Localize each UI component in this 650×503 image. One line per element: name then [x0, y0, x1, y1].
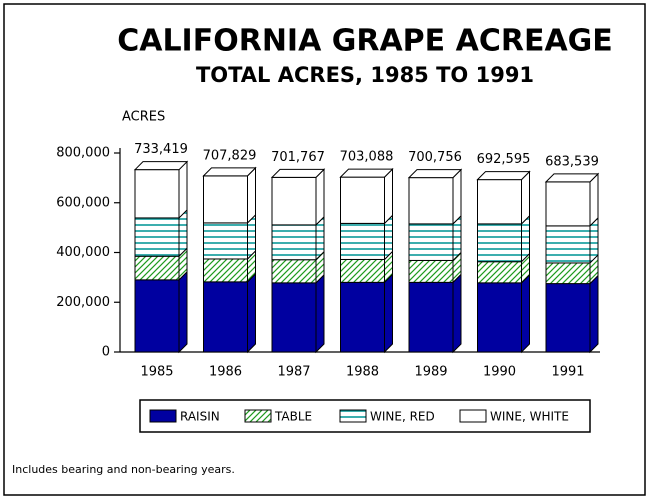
x-tick-label: 1991: [551, 365, 584, 380]
legend-swatch: [149, 409, 177, 423]
bar-segment: [271, 282, 317, 353]
bar-top: [407, 169, 463, 179]
y-tick-label: 600,000: [56, 195, 110, 210]
bar-segment: [203, 222, 248, 260]
y-tick-label: 200,000: [56, 295, 110, 310]
bar-segment: [408, 223, 454, 261]
chart-title: CALIFORNIA GRAPE ACREAGE: [117, 24, 613, 59]
bar-side: [589, 172, 599, 228]
y-tick-label: 0: [102, 345, 110, 360]
legend-swatch: [459, 409, 487, 423]
legend-label: WINE, RED: [370, 410, 435, 424]
y-tick-label: 400,000: [56, 245, 110, 260]
footnote: Includes bearing and non-bearing years.: [12, 463, 235, 476]
legend-swatch: [244, 409, 272, 423]
bar-side: [178, 270, 188, 354]
total-label: 707,829: [203, 148, 257, 163]
bar-segment: [271, 224, 317, 261]
bar-segment: [545, 181, 591, 227]
bar-side: [384, 167, 393, 225]
y-axis-label: ACRES: [122, 110, 165, 125]
bar-segment: [271, 176, 317, 226]
bar-side: [178, 160, 188, 220]
legend-label: RAISIN: [180, 410, 220, 424]
bar-side: [247, 272, 256, 354]
bar-side: [247, 166, 256, 225]
total-label: 733,419: [134, 142, 188, 157]
bar-side: [315, 168, 325, 227]
x-tick-label: 1990: [483, 365, 516, 380]
bar-segment: [203, 258, 248, 283]
bar-segment: [203, 281, 248, 353]
legend-label: WINE, WHITE: [490, 410, 569, 424]
legend-label: TABLE: [274, 410, 312, 424]
bar-segment: [477, 179, 522, 225]
bar-segment: [134, 255, 180, 281]
bar-segment: [134, 279, 180, 353]
legend-swatch: [339, 409, 367, 423]
bar-segment: [477, 261, 522, 284]
bar-side: [452, 273, 462, 354]
bar-top: [476, 171, 531, 181]
bar-segment: [545, 283, 591, 353]
x-tick-label: 1986: [209, 365, 242, 380]
bar-top: [339, 168, 394, 178]
bar-side: [315, 273, 325, 354]
bar-segment: [408, 259, 454, 283]
bar-top: [202, 167, 257, 177]
x-tick-label: 1985: [140, 365, 173, 380]
bar-segment: [408, 281, 454, 353]
bar-side: [521, 273, 530, 354]
chart-subtitle: TOTAL ACRES, 1985 TO 1991: [196, 63, 534, 87]
bar-segment: [340, 176, 385, 224]
bar-side: [521, 170, 530, 226]
bar-top: [270, 168, 326, 178]
bar-segment: [134, 217, 180, 257]
bar-side: [589, 274, 599, 354]
bar-segment: [545, 225, 591, 264]
bar-segment: [340, 281, 385, 353]
bar-segment: [134, 169, 180, 219]
bar-side: [452, 168, 462, 226]
total-label: 703,088: [340, 150, 394, 165]
bar-segment: [203, 175, 248, 224]
bar-side: [384, 273, 393, 354]
total-label: 692,595: [477, 152, 531, 167]
x-tick-label: 1987: [277, 365, 310, 380]
total-label: 683,539: [545, 154, 599, 169]
total-label: 700,756: [408, 150, 462, 165]
bar-segment: [408, 177, 454, 225]
bar-segment: [545, 262, 591, 285]
total-label: 701,767: [271, 150, 325, 165]
x-tick-label: 1988: [346, 365, 379, 380]
x-tick-label: 1989: [414, 365, 447, 380]
bar-segment: [340, 258, 385, 283]
bar-segment: [477, 282, 522, 353]
y-tick-label: 800,000: [56, 146, 110, 161]
bar-segment: [477, 223, 522, 263]
bar-top: [544, 173, 600, 183]
bar-segment: [340, 222, 385, 260]
bar-segment: [271, 259, 317, 284]
bar-top: [133, 161, 189, 171]
